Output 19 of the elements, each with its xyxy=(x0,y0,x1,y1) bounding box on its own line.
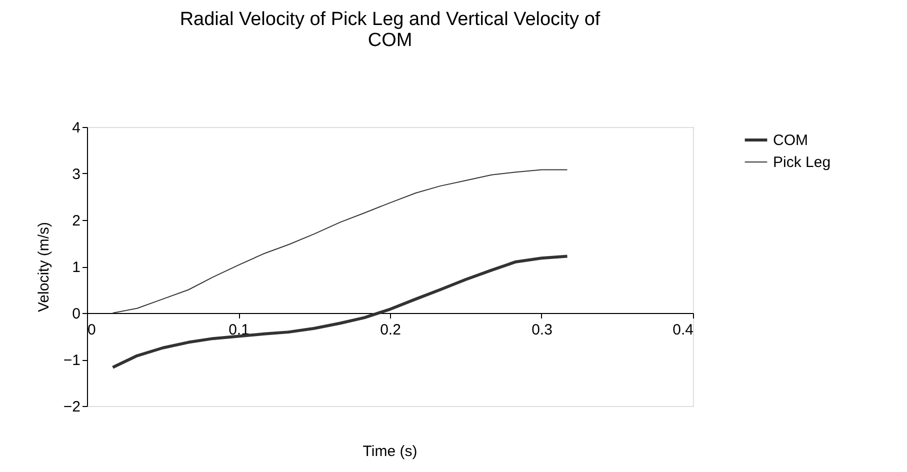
y-axis-title: Velocity (m/s) xyxy=(35,222,52,312)
x-tick-label: 0.4 xyxy=(672,322,694,338)
y-tick-label: 0 xyxy=(72,306,80,322)
y-tick-label: −2 xyxy=(63,398,80,416)
y-tick-label: 4 xyxy=(72,120,80,136)
y-tick-label: 2 xyxy=(72,212,80,230)
y-tick-label: 1 xyxy=(72,259,80,276)
x-tick-label: 0 xyxy=(88,322,96,338)
line-series xyxy=(111,254,569,369)
y-tick-label: 3 xyxy=(72,166,80,183)
line-series xyxy=(112,169,568,314)
x-tick-label: 0.2 xyxy=(380,322,401,338)
y-tick-label: −1 xyxy=(63,352,80,369)
legend-label: COM xyxy=(773,132,808,149)
x-tick-label: 0.3 xyxy=(532,322,552,338)
legend-label: Pick Leg xyxy=(773,154,831,171)
chart-title: Radial Velocity of Pick Leg and Vertical Velocity of COM xyxy=(180,9,601,51)
x-axis-title: Time (s) xyxy=(362,443,418,460)
x-tick-label: 0.1 xyxy=(228,322,250,338)
